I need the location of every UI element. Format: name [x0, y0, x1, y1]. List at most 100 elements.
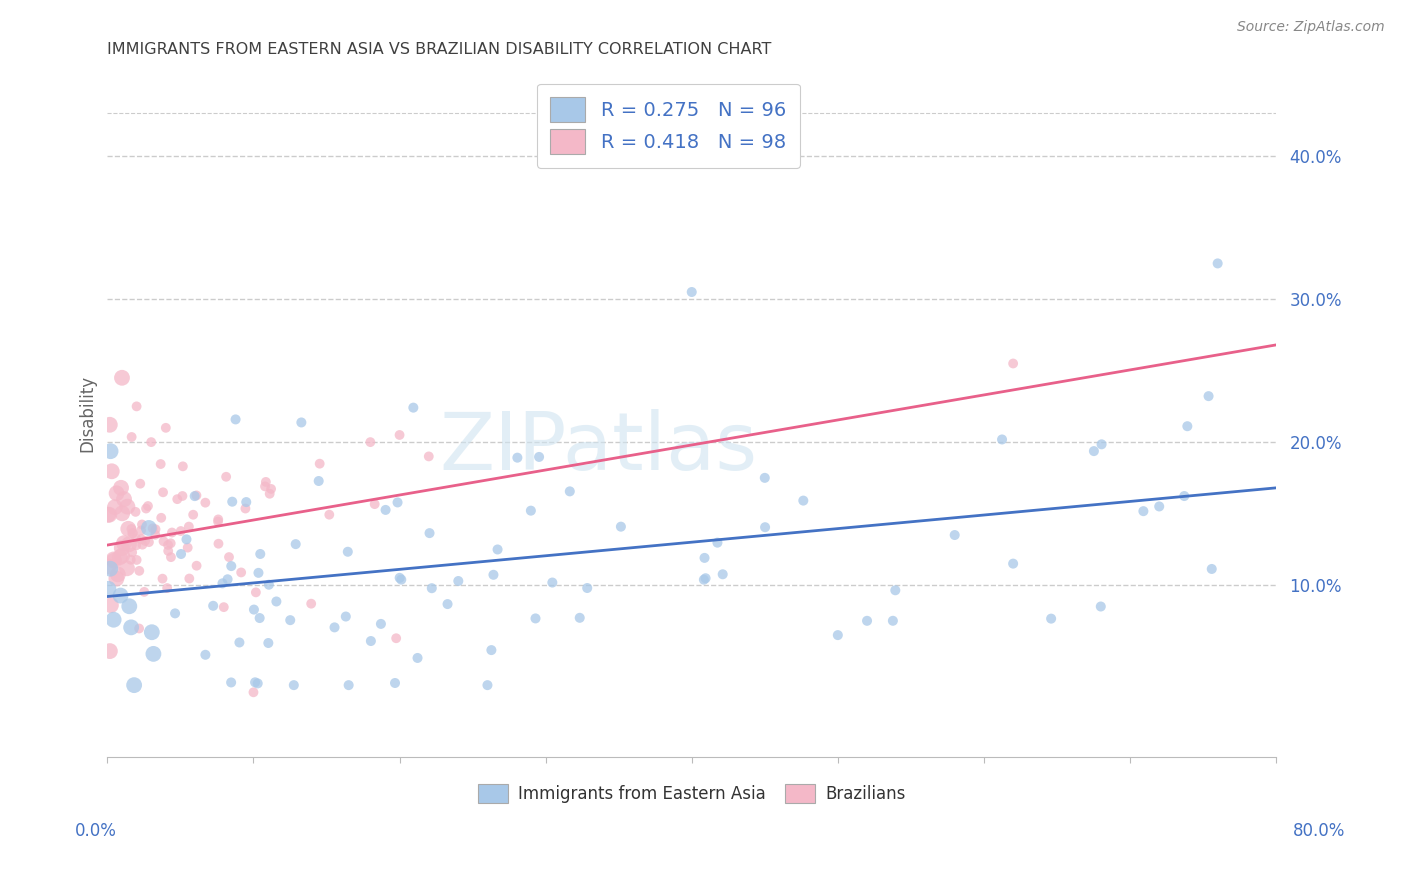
- Point: [711, 567, 734, 582]
- Point: [117, 522, 139, 536]
- Point: [681, 285, 703, 299]
- Point: [246, 676, 269, 690]
- Point: [155, 421, 177, 435]
- Point: [576, 581, 599, 595]
- Text: 0.0%: 0.0%: [75, 822, 117, 840]
- Point: [176, 541, 198, 555]
- Point: [166, 492, 188, 507]
- Point: [235, 501, 257, 516]
- Point: [219, 559, 242, 574]
- Point: [131, 533, 153, 547]
- Point: [1002, 557, 1025, 571]
- Point: [225, 412, 247, 426]
- Point: [142, 521, 165, 535]
- Point: [141, 625, 163, 640]
- Point: [260, 482, 283, 496]
- Point: [121, 526, 143, 541]
- Point: [125, 538, 148, 552]
- Point: [693, 550, 716, 565]
- Point: [131, 517, 153, 532]
- Point: [176, 533, 198, 547]
- Point: [103, 613, 125, 627]
- Point: [254, 479, 277, 493]
- Point: [207, 512, 229, 526]
- Point: [363, 497, 385, 511]
- Point: [98, 562, 121, 576]
- Point: [693, 573, 716, 587]
- Point: [186, 558, 208, 573]
- Point: [131, 538, 153, 552]
- Point: [207, 537, 229, 551]
- Point: [610, 519, 633, 533]
- Point: [283, 678, 305, 692]
- Point: [135, 501, 157, 516]
- Point: [121, 545, 143, 559]
- Point: [308, 474, 330, 488]
- Point: [100, 464, 122, 478]
- Point: [243, 675, 266, 690]
- Point: [128, 564, 150, 578]
- Point: [228, 635, 250, 649]
- Point: [856, 614, 879, 628]
- Point: [568, 611, 591, 625]
- Point: [124, 505, 146, 519]
- Point: [527, 450, 550, 464]
- Point: [177, 519, 200, 533]
- Point: [249, 611, 271, 625]
- Point: [943, 528, 966, 542]
- Point: [122, 678, 145, 692]
- Point: [385, 632, 408, 646]
- Point: [149, 457, 172, 471]
- Point: [792, 493, 814, 508]
- Point: [1132, 504, 1154, 518]
- Point: [1173, 489, 1195, 503]
- Point: [105, 486, 128, 500]
- Point: [121, 430, 143, 444]
- Point: [136, 499, 159, 513]
- Point: [212, 600, 235, 615]
- Point: [235, 495, 257, 509]
- Point: [278, 613, 301, 627]
- Point: [179, 572, 201, 586]
- Point: [754, 471, 776, 485]
- Point: [100, 444, 122, 458]
- Point: [284, 537, 307, 551]
- Point: [1198, 389, 1220, 403]
- Point: [884, 583, 907, 598]
- Point: [420, 581, 443, 595]
- Point: [266, 594, 288, 608]
- Point: [558, 484, 581, 499]
- Point: [387, 495, 409, 509]
- Point: [100, 598, 122, 612]
- Point: [118, 537, 141, 551]
- Point: [242, 685, 264, 699]
- Point: [318, 508, 340, 522]
- Point: [524, 611, 547, 625]
- Point: [388, 571, 411, 585]
- Point: [479, 643, 502, 657]
- Point: [108, 550, 131, 565]
- Point: [160, 525, 183, 540]
- Point: [170, 524, 193, 538]
- Point: [259, 487, 281, 501]
- Point: [827, 628, 849, 642]
- Point: [1147, 500, 1170, 514]
- Point: [541, 575, 564, 590]
- Point: [129, 524, 152, 538]
- Point: [111, 371, 134, 385]
- Point: [299, 597, 322, 611]
- Point: [1090, 437, 1112, 451]
- Point: [419, 526, 441, 541]
- Point: [506, 450, 529, 465]
- Point: [117, 500, 139, 514]
- Point: [477, 678, 499, 692]
- Point: [120, 522, 142, 536]
- Point: [207, 515, 229, 529]
- Point: [125, 553, 148, 567]
- Point: [194, 648, 217, 662]
- Point: [97, 559, 120, 574]
- Point: [111, 541, 134, 555]
- Point: [150, 510, 173, 524]
- Point: [125, 532, 148, 546]
- Point: [389, 573, 412, 587]
